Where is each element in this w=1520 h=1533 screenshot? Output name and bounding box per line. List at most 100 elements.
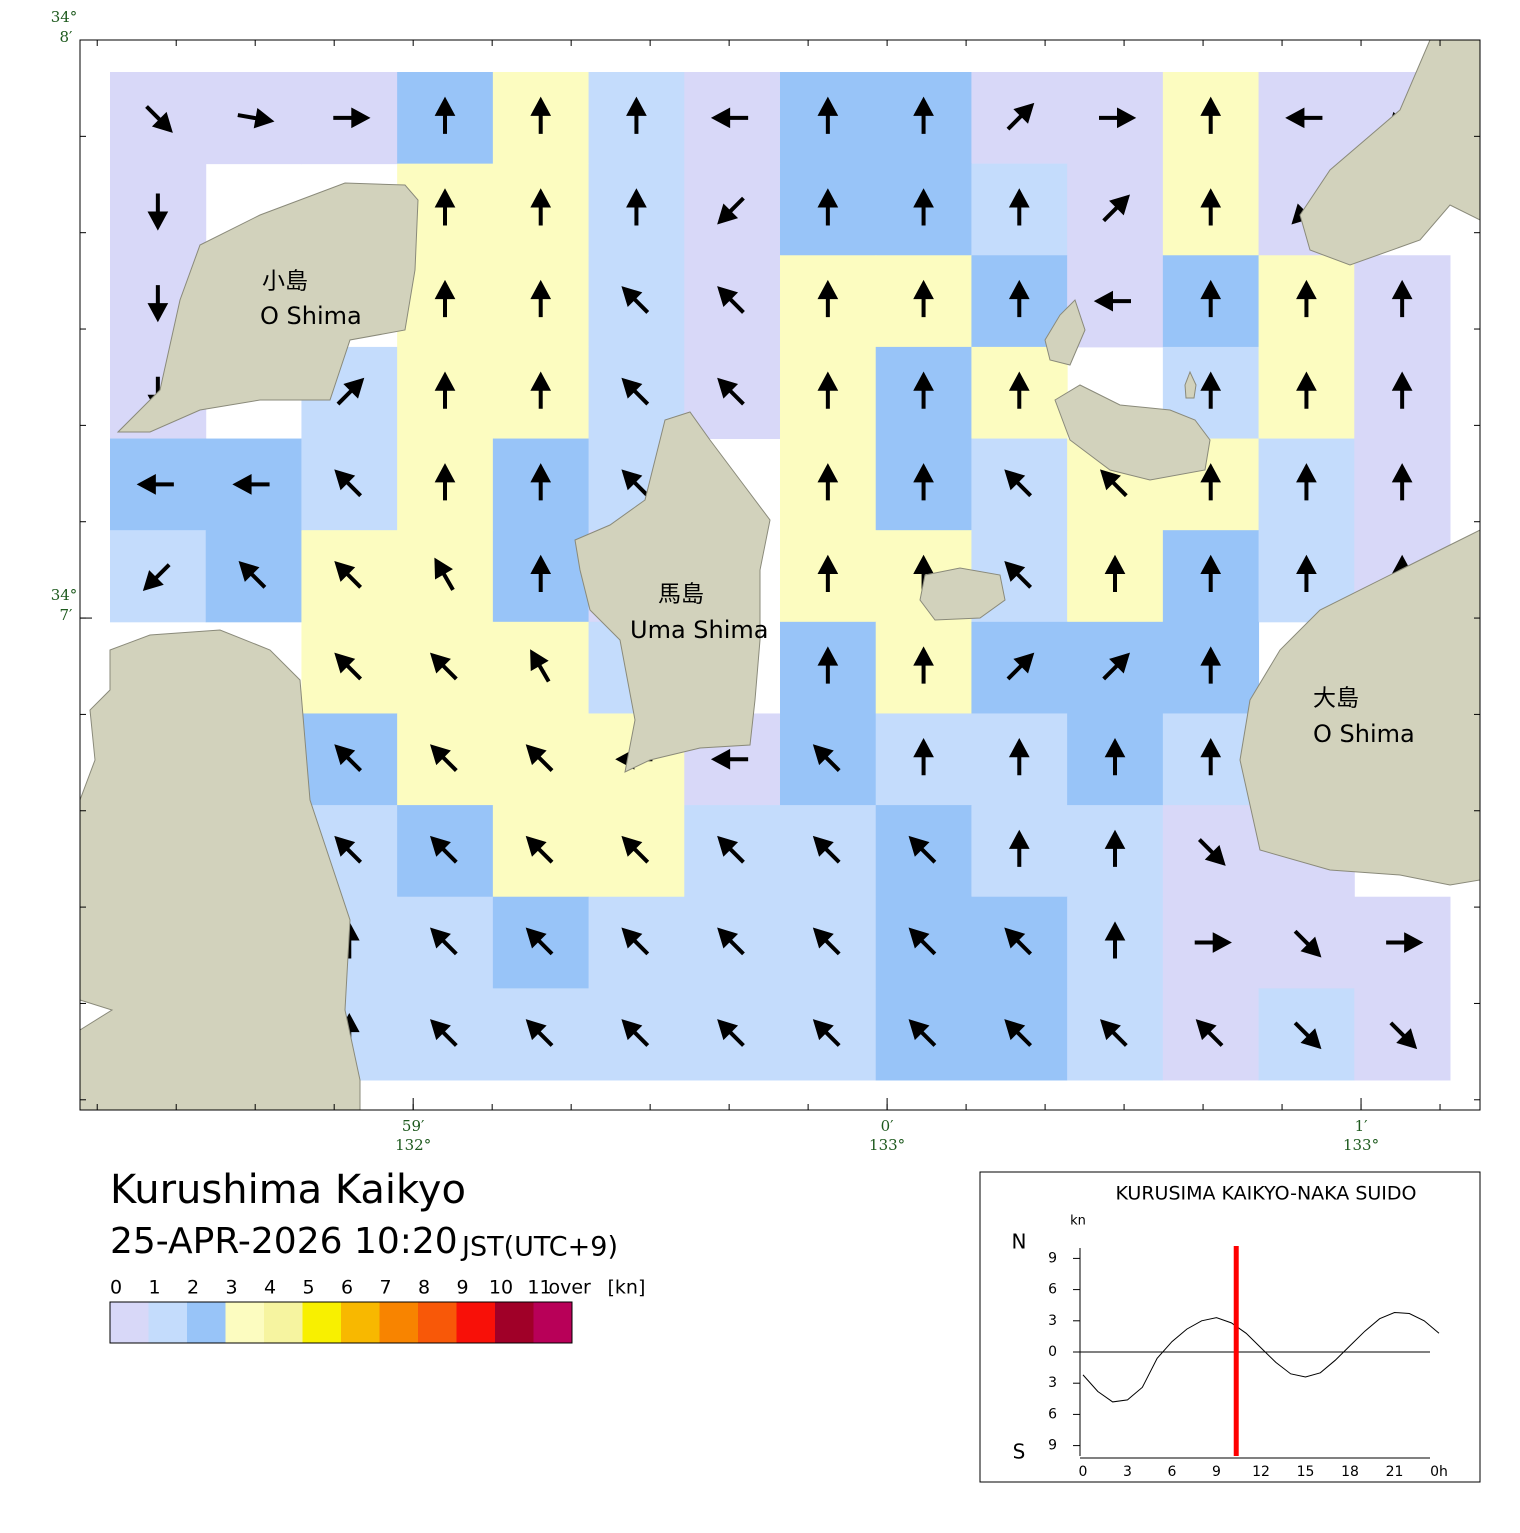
tide-chart: 9 6 3 0 3 6 9 0 3 6 9 12 15 18 21 0h (1048, 1246, 1448, 1480)
lat-deg-label: 34° (51, 8, 78, 26)
tide-curve (1082, 1311, 1440, 1403)
current-arrow (913, 646, 934, 684)
current-arrow (232, 474, 270, 495)
current-arrow (717, 286, 745, 314)
legend-swatch (495, 1302, 534, 1343)
current-arrow (626, 96, 647, 134)
current-arrow (530, 649, 551, 683)
current-arrow (336, 377, 365, 406)
current-arrow (1008, 371, 1030, 409)
current-arrow (1296, 371, 1317, 409)
current-arrow (913, 738, 934, 776)
current-arrow (1008, 188, 1030, 226)
current-arrow (1004, 927, 1033, 956)
current-arrow (817, 371, 839, 409)
current-arrow (530, 371, 552, 409)
y-tick-label: 9 (1048, 1438, 1057, 1454)
tide-chart-frame (979, 1171, 1481, 1483)
legend-swatch (456, 1302, 495, 1343)
current-arrow (1004, 469, 1033, 498)
current-arrow (142, 563, 171, 592)
current-arrow (913, 188, 934, 226)
current-arrow (1197, 838, 1226, 866)
current-arrow (237, 107, 275, 129)
current-arrow (621, 835, 650, 864)
current-arrow (1099, 1019, 1128, 1047)
current-arrow (1104, 554, 1126, 592)
legend-label: 2 (187, 1277, 199, 1299)
legend-swatch (533, 1302, 572, 1343)
legend-label: 4 (264, 1277, 276, 1299)
current-arrow (334, 744, 363, 773)
north-label: N (1012, 1230, 1027, 1254)
current-arrow (429, 927, 458, 956)
legend-swatch (264, 1302, 303, 1343)
current-arrow (710, 107, 749, 129)
current-arrow (1200, 646, 1222, 684)
legend-unit: [kn] (608, 1277, 646, 1299)
current-arrow (812, 835, 841, 864)
current-arrow (817, 646, 839, 684)
current-arrow (525, 1019, 554, 1047)
current-arrow (1293, 929, 1322, 958)
current-arrow (1006, 102, 1035, 131)
current-arrow (913, 96, 934, 134)
legend-swatch (148, 1302, 187, 1343)
current-arrow (1293, 1021, 1322, 1050)
current-arrow (530, 279, 552, 318)
current-arrow (717, 927, 745, 956)
legend-label: 0 (110, 1277, 122, 1299)
current-arrow (913, 279, 934, 318)
current-arrow (1296, 279, 1317, 318)
current-arrow (908, 835, 937, 864)
current-arrow (1391, 371, 1413, 409)
lat-tick-label: 8′ (60, 28, 74, 46)
current-arrow (717, 835, 745, 864)
current-arrow (1004, 560, 1033, 589)
current-arrow (238, 560, 267, 589)
current-arrow (525, 744, 554, 773)
current-arrow (429, 835, 458, 864)
current-arrow (621, 927, 650, 956)
current-arrow (334, 652, 363, 681)
x-tick-label: 9 (1212, 1464, 1221, 1480)
place-label: O Shima (1313, 720, 1415, 748)
current-arrow (1296, 554, 1317, 592)
x-tick-label: 15 (1297, 1464, 1315, 1480)
island (1044, 299, 1086, 366)
current-arrow (1285, 107, 1323, 129)
current-arrow (525, 835, 554, 864)
legend-label: 11 (527, 1277, 551, 1299)
x-tick-label: 0 (1079, 1464, 1088, 1480)
current-arrow (530, 96, 552, 134)
current-arrow (136, 474, 174, 495)
current-arrow (908, 1019, 937, 1047)
y-tick-label: 0 (1048, 1344, 1057, 1360)
map-frame (79, 39, 1481, 1111)
lat-deg-label: 34° (51, 586, 78, 604)
current-arrow (147, 285, 169, 323)
legend-swatch (302, 1302, 341, 1343)
current-arrow (1200, 371, 1222, 409)
y-tick-label: 3 (1048, 1313, 1057, 1329)
current-arrow (1200, 554, 1222, 592)
current-arrow (1004, 1019, 1033, 1047)
current-arrow (913, 371, 934, 409)
lat-tick-label: 7′ (60, 606, 74, 624)
current-arrow (334, 560, 363, 589)
legend-label: 10 (489, 1277, 513, 1299)
island (919, 567, 1006, 621)
current-arrow (817, 463, 839, 501)
current-arrow (1200, 96, 1222, 134)
island (1054, 384, 1211, 481)
x-tick-label: 0h (1430, 1464, 1448, 1480)
current-arrow (333, 107, 371, 129)
current-arrow (147, 193, 169, 231)
current-arrow (621, 1019, 650, 1047)
current-arrow (525, 927, 554, 956)
current-arrow (621, 377, 650, 406)
place-label: Uma Shima (630, 616, 768, 644)
current-arrow (1104, 829, 1126, 867)
x-tick-label: 21 (1386, 1464, 1404, 1480)
